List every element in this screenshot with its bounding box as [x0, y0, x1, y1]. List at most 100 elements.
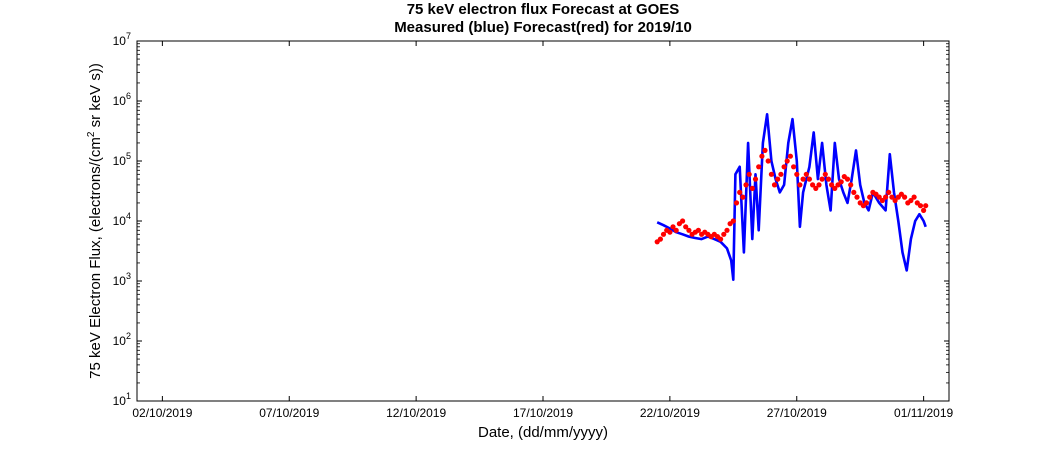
y-tick-exponent: 7: [126, 31, 131, 41]
forecast-point: [670, 224, 676, 230]
forecast-point: [737, 189, 743, 195]
forecast-point: [851, 189, 857, 195]
forecast-point: [806, 176, 813, 182]
forecast-point: [743, 182, 749, 188]
forecast-point: [923, 203, 929, 209]
forecast-point: [730, 218, 736, 224]
chart-subtitle: Measured (blue) Forecast(red) for 2019/1…: [394, 19, 692, 36]
forecast-point: [832, 185, 838, 191]
x-tick-label: 12/10/2019: [386, 406, 446, 420]
forecast-point: [721, 231, 727, 237]
y-tick-base: 10: [113, 394, 127, 408]
forecast-point: [781, 164, 787, 170]
forecast-point: [838, 179, 844, 185]
forecast-point: [917, 203, 924, 209]
x-tick-label: 22/10/2019: [640, 406, 700, 420]
y-tick-exponent: 1: [126, 391, 131, 401]
y-tick-label: 101: [113, 391, 131, 408]
forecast-point: [683, 224, 689, 230]
forecast-point: [822, 171, 828, 177]
y-axis-label-superscript: 2: [86, 131, 97, 137]
forecast-point: [835, 182, 841, 188]
forecast-point: [797, 182, 803, 188]
forecast-point: [902, 194, 908, 200]
y-tick-base: 10: [113, 334, 127, 348]
forecast-point: [921, 207, 927, 213]
forecast-point: [886, 189, 892, 195]
forecast-point: [667, 229, 673, 235]
y-tick-base: 10: [113, 94, 127, 108]
forecast-point: [892, 197, 898, 204]
y-tick-exponent: 4: [126, 211, 131, 221]
forecast-point: [854, 194, 860, 200]
forecast-point: [749, 185, 755, 191]
forecast-point: [848, 182, 854, 188]
forecast-point: [775, 176, 781, 182]
forecast-point: [778, 171, 784, 177]
forecast-point: [762, 147, 768, 153]
forecast-point: [829, 182, 835, 188]
forecast-point: [746, 171, 752, 177]
y-tick-label: 104: [113, 211, 131, 228]
forecast-point: [800, 176, 806, 182]
y-tick-label: 103: [113, 271, 131, 288]
forecast-point: [695, 227, 702, 233]
forecast-point: [759, 153, 765, 159]
x-tick-label: 07/10/2019: [259, 406, 319, 420]
forecast-point: [733, 200, 740, 206]
plot-area: [136, 40, 950, 402]
y-tick-label: 106: [113, 91, 131, 108]
y-tick-exponent: 3: [126, 271, 131, 281]
forecast-point: [660, 231, 667, 237]
forecast-point: [784, 158, 790, 164]
chart-title: 75 keV electron flux Forecast at GOES: [407, 1, 680, 18]
y-axis-label-main: 75 keV Electron Flux, (electrons/(cm: [87, 137, 104, 379]
series-layer: [654, 113, 929, 281]
forecast-point: [724, 227, 730, 233]
y-tick-base: 10: [113, 154, 127, 168]
plot-background: [137, 41, 949, 401]
y-tick-exponent: 5: [126, 151, 131, 161]
forecast-point: [787, 153, 794, 159]
y-tick-base: 10: [113, 214, 127, 228]
forecast-point: [657, 236, 664, 242]
forecast-point: [740, 194, 746, 200]
y-tick-label: 105: [113, 151, 131, 168]
y-axis-label: 75 keV Electron Flux, (electrons/(cm2 sr…: [86, 63, 104, 379]
y-tick-exponent: 6: [126, 91, 131, 101]
forecast-point: [876, 194, 882, 200]
forecast-point: [791, 164, 797, 170]
forecast-point: [825, 176, 832, 182]
y-tick-base: 10: [113, 34, 127, 48]
forecast-point: [819, 176, 825, 182]
forecast-point: [771, 182, 778, 188]
y-axis-label-tail: sr keV s)): [87, 63, 104, 131]
forecast-point: [752, 176, 759, 182]
forecast-point: [816, 182, 822, 188]
forecast-point: [883, 194, 889, 200]
x-tick-label: 02/10/2019: [132, 406, 192, 420]
x-tick-label: 01/11/2019: [894, 406, 953, 420]
forecast-point: [686, 227, 692, 233]
forecast-point: [803, 171, 809, 177]
forecast-point: [756, 164, 762, 170]
forecast-point: [765, 158, 771, 164]
forecast-point: [810, 182, 816, 188]
forecast-point: [718, 236, 724, 242]
forecast-point: [813, 185, 819, 191]
y-tick-label: 107: [113, 31, 131, 48]
y-tick-base: 10: [113, 274, 127, 288]
forecast-point: [911, 194, 917, 200]
forecast-point: [908, 197, 914, 204]
x-axis-label: Date, (dd/mm/yyyy): [478, 424, 608, 441]
x-tick-label: 27/10/2019: [767, 406, 827, 420]
forecast-point: [844, 176, 851, 182]
forecast-point: [863, 200, 870, 206]
forecast-point: [680, 218, 686, 224]
forecast-point: [867, 194, 873, 200]
forecast-point: [673, 227, 679, 233]
x-axis: 02/10/2019 07/10/2019 12/10/2019 17/10/2019…: [132, 41, 954, 420]
x-tick-label: 17/10/2019: [513, 406, 573, 420]
